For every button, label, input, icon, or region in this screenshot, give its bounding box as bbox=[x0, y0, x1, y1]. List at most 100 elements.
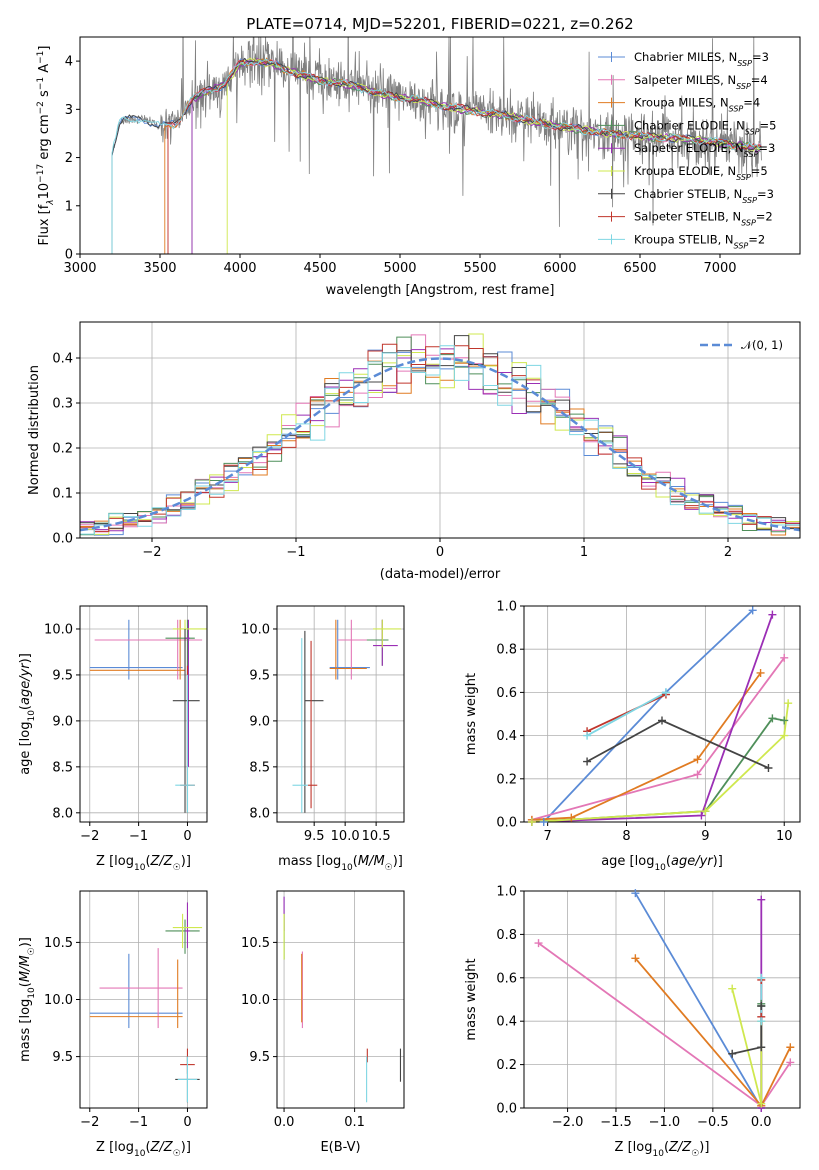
y-tick-label: 0.2 bbox=[496, 1058, 517, 1073]
y-tick-label: 0.4 bbox=[52, 352, 73, 367]
x-axis-label: Z [log10(Z/Z☉)] bbox=[96, 1140, 191, 1159]
y-tick-label: 0.0 bbox=[496, 816, 517, 831]
y-tick-label: 9.5 bbox=[52, 1050, 73, 1065]
plot-area-z_mass bbox=[89, 902, 203, 1103]
weight-line bbox=[531, 703, 790, 822]
x-axis-label: Z [log10(Z/Z☉)] bbox=[96, 854, 191, 873]
y-tick-label: 10.5 bbox=[241, 936, 270, 951]
y-tick-label: 10.0 bbox=[44, 622, 73, 637]
y-tick-label: 0.8 bbox=[496, 928, 517, 943]
weight-marker bbox=[768, 714, 777, 723]
plot-area-spectrum bbox=[111, 37, 762, 254]
normal-curve bbox=[80, 357, 800, 532]
y-tick-label: 0.0 bbox=[496, 1102, 517, 1117]
weight-marker bbox=[786, 1043, 795, 1052]
panel-z_mass: −2 −1 0 9.5 10.0 10.5 Z [log10(Z/Z☉)] mass [log… bbox=[18, 890, 208, 1159]
weight-marker bbox=[631, 954, 640, 963]
weight-marker bbox=[780, 653, 789, 662]
weight-line bbox=[586, 693, 667, 733]
weight-marker bbox=[693, 755, 702, 764]
y-tick-label: 9.5 bbox=[249, 1050, 270, 1065]
histogram-step bbox=[80, 345, 800, 538]
weight-marker bbox=[764, 764, 773, 772]
y-tick-label: 1.0 bbox=[496, 885, 517, 900]
plot-area-ebv_mass bbox=[283, 896, 402, 1103]
x-tick-label: −1 bbox=[129, 829, 148, 844]
weight-line bbox=[634, 892, 763, 1108]
legend-label: Kroupa STELIB, NSSP=2 bbox=[634, 232, 765, 250]
y-tick-label: 1 bbox=[65, 199, 73, 214]
legend-label: Chabrier ELODIE, NSSP=5 bbox=[634, 118, 776, 136]
x-tick-label: 0 bbox=[183, 1115, 191, 1130]
x-tick-label: 2 bbox=[724, 545, 732, 560]
x-tick-label: 4500 bbox=[303, 261, 336, 276]
x-axis-label: Z [log10(Z/Z☉)] bbox=[615, 1140, 710, 1159]
axes-frame bbox=[79, 605, 208, 823]
y-tick-label: 0.0 bbox=[52, 532, 73, 547]
legend-label: 𝒩(0, 1) bbox=[741, 338, 783, 352]
x-tick-label: 6500 bbox=[623, 261, 656, 276]
weight-marker bbox=[757, 1002, 766, 1011]
weight-marker bbox=[534, 939, 543, 948]
x-tick-label: 3000 bbox=[63, 261, 96, 276]
weight-marker bbox=[583, 731, 592, 740]
weight-marker bbox=[768, 610, 777, 619]
y-tick-label: 0.4 bbox=[496, 729, 517, 744]
weight-marker bbox=[567, 813, 576, 822]
y-tick-label: 8.0 bbox=[52, 806, 73, 821]
model-spectrum bbox=[111, 58, 762, 254]
y-tick-label: 0.6 bbox=[496, 686, 517, 701]
weight-marker bbox=[784, 699, 793, 708]
legend-label: Salpeter STELIB, NSSP=2 bbox=[634, 210, 773, 228]
weight-marker bbox=[728, 1049, 737, 1058]
weight-marker bbox=[527, 818, 536, 826]
axes-frame bbox=[523, 605, 801, 823]
weight-line bbox=[531, 717, 785, 822]
figure-title: PLATE=0714, MJD=52201, FIBERID=0221, z=0… bbox=[246, 15, 633, 33]
x-tick-label: 5500 bbox=[463, 261, 496, 276]
weight-marker bbox=[661, 688, 670, 697]
plot-area-residuals bbox=[80, 333, 800, 538]
model-spectrum bbox=[167, 59, 762, 254]
y-tick-label: 4 bbox=[65, 55, 73, 70]
y-tick-label: 8.5 bbox=[249, 760, 270, 775]
legend-label: Salpeter ELODIE, NSSP=3 bbox=[634, 141, 775, 159]
panel-z_age: −2 −1 0 8.0 8.5 9.0 9.5 10.0 Z [log10(Z/Z☉)] age … bbox=[18, 605, 208, 873]
y-tick-label: 2 bbox=[65, 151, 73, 166]
weight-marker bbox=[631, 889, 640, 898]
weight-marker bbox=[658, 716, 666, 725]
spectrum-legend: Chabrier MILES, NSSP=3 Salpeter MILES, NS… bbox=[598, 50, 776, 250]
y-axis-label: mass weight bbox=[464, 958, 479, 1040]
plot-area-age_weight bbox=[531, 609, 790, 822]
weight-marker bbox=[583, 757, 592, 766]
weight-marker bbox=[757, 1017, 766, 1026]
x-axis-label: age [log10(age/yr)] bbox=[601, 854, 723, 873]
y-axis-label: mass weight bbox=[464, 673, 479, 755]
y-tick-label: 1.0 bbox=[496, 600, 517, 615]
x-tick-label: 4000 bbox=[223, 261, 256, 276]
x-tick-label: 8 bbox=[622, 829, 630, 844]
weight-marker bbox=[701, 807, 710, 816]
y-tick-label: 0.1 bbox=[52, 487, 73, 502]
x-axis-label: mass [log10(M/M☉)] bbox=[278, 854, 403, 873]
y-axis-label: Flux [fλ10−17 erg cm−2 s−1 A−1] bbox=[36, 46, 56, 246]
x-tick-label: −1 bbox=[129, 1115, 148, 1130]
x-tick-label: −2 bbox=[142, 545, 161, 560]
y-tick-label: 0 bbox=[65, 248, 73, 263]
plot-area-mass_age bbox=[292, 619, 401, 813]
x-tick-label: 0 bbox=[436, 545, 444, 560]
x-axis-label: (data-model)/error bbox=[380, 567, 501, 582]
panel-z_weight: −2.0 −1.5 −1.0 −0.5 0.0 0.0 0.2 0.4 0.6 0.8 1.0 mas… bbox=[464, 885, 801, 1159]
panel-spectrum: 3000 3500 4000 4500 5000 5500 6000 6500 7000 0 1 2 3… bbox=[36, 36, 801, 298]
weight-line bbox=[586, 691, 667, 737]
x-tick-label: 6000 bbox=[543, 261, 576, 276]
x-tick-label: 7000 bbox=[703, 261, 736, 276]
weight-marker bbox=[757, 895, 766, 904]
axes-frame bbox=[523, 890, 801, 1109]
y-tick-label: 9.5 bbox=[249, 668, 270, 683]
y-tick-label: 9.0 bbox=[249, 714, 270, 729]
y-tick-label: 0.6 bbox=[496, 971, 517, 986]
x-tick-label: −2 bbox=[80, 829, 99, 844]
axes-frame bbox=[79, 36, 801, 255]
